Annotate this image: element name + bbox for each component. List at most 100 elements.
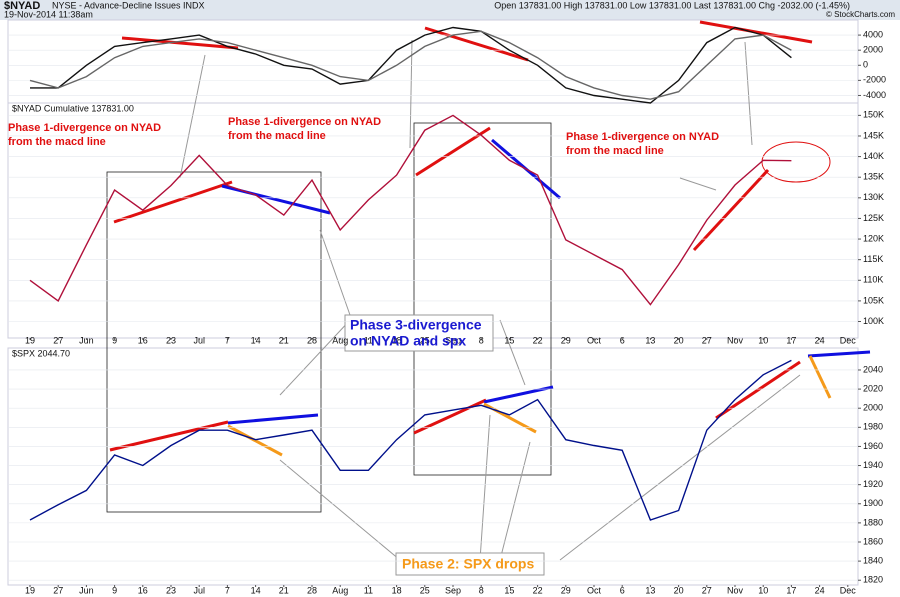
y-tick-label: 1880 bbox=[863, 517, 883, 527]
x-tick-label: 13 bbox=[645, 585, 655, 595]
x-tick-label: 13 bbox=[645, 335, 655, 345]
y-tick-label: 130K bbox=[863, 192, 884, 202]
x-tick-label: 25 bbox=[420, 585, 430, 595]
x-tick-label: Jul bbox=[193, 335, 205, 345]
x-tick-label: 19 bbox=[25, 335, 35, 345]
x-tick-label: Jun bbox=[79, 335, 94, 345]
x-tick-label: 24 bbox=[815, 335, 825, 345]
x-tick-label: 18 bbox=[392, 335, 402, 345]
x-tick-label: Nov bbox=[727, 335, 744, 345]
y-tick-label: 145K bbox=[863, 130, 884, 140]
y-tick-label: 2020 bbox=[863, 383, 883, 393]
annotation: from the macd line bbox=[8, 136, 106, 148]
y-tick-label: 1860 bbox=[863, 536, 883, 546]
y-tick-label: 105K bbox=[863, 295, 884, 305]
x-tick-label: 7 bbox=[225, 585, 230, 595]
x-tick-label: 21 bbox=[279, 335, 289, 345]
x-tick-label: 6 bbox=[620, 335, 625, 345]
x-tick-label: 20 bbox=[674, 335, 684, 345]
panel-label: $SPX 2044.70 bbox=[12, 348, 70, 358]
symbol: $NYAD bbox=[4, 0, 40, 12]
y-tick-label: 150K bbox=[863, 110, 884, 120]
annotation: from the macd line bbox=[566, 145, 664, 157]
y-tick-label: 2000 bbox=[863, 45, 883, 55]
y-tick-label: 1940 bbox=[863, 460, 883, 470]
annotation: from the macd line bbox=[228, 130, 326, 142]
callout-box bbox=[395, 552, 545, 576]
credit: © StockCharts.com bbox=[826, 10, 895, 19]
x-tick-label: 11 bbox=[364, 585, 373, 595]
panel-label: $NYAD Cumulative 137831.00 bbox=[12, 103, 134, 113]
x-tick-label: Aug bbox=[332, 335, 348, 345]
x-tick-label: 29 bbox=[561, 585, 571, 595]
x-tick-label: Sep bbox=[445, 335, 461, 345]
x-tick-label: Nov bbox=[727, 585, 744, 595]
annotation: Phase 1-divergence on NYAD bbox=[566, 131, 719, 143]
annotation: Phase 1-divergence on NYAD bbox=[8, 122, 161, 134]
x-tick-label: 29 bbox=[561, 335, 571, 345]
x-tick-label: 14 bbox=[251, 585, 261, 595]
callout-box bbox=[344, 314, 494, 352]
x-tick-label: Jul bbox=[193, 585, 205, 595]
y-tick-label: 1960 bbox=[863, 441, 883, 451]
y-tick-label: 115K bbox=[863, 254, 883, 264]
x-tick-label: Dec bbox=[840, 585, 857, 595]
x-tick-label: 15 bbox=[504, 585, 514, 595]
y-tick-label: 1980 bbox=[863, 422, 883, 432]
x-tick-label: 6 bbox=[620, 585, 625, 595]
annotation: Phase 2: SPX drops bbox=[402, 556, 534, 572]
x-tick-label: 27 bbox=[53, 335, 63, 345]
y-tick-label: 135K bbox=[863, 172, 884, 182]
quote: Open 137831.00 High 137831.00 Low 137831… bbox=[494, 0, 850, 10]
description: NYSE - Advance-Decline Issues INDX bbox=[52, 0, 205, 10]
annotation: Phase 3-divergence bbox=[350, 317, 482, 333]
x-tick-label: 15 bbox=[504, 335, 514, 345]
x-tick-label: 21 bbox=[279, 585, 289, 595]
y-tick-label: -2000 bbox=[863, 75, 886, 85]
series-line bbox=[29, 359, 792, 521]
series-line bbox=[30, 26, 792, 104]
x-tick-label: 28 bbox=[307, 335, 317, 345]
x-tick-label: 27 bbox=[702, 585, 712, 595]
timestamp: 19-Nov-2014 11:38am bbox=[4, 9, 93, 19]
x-tick-label: 9 bbox=[112, 585, 117, 595]
x-tick-label: 8 bbox=[479, 585, 484, 595]
y-tick-label: 2040 bbox=[863, 364, 883, 374]
x-tick-label: 27 bbox=[702, 335, 712, 345]
x-tick-label: 16 bbox=[138, 335, 148, 345]
x-tick-label: 25 bbox=[420, 335, 430, 345]
x-tick-label: 19 bbox=[25, 585, 35, 595]
x-tick-label: 22 bbox=[533, 335, 543, 345]
x-tick-label: Aug bbox=[332, 585, 348, 595]
y-tick-label: 1920 bbox=[863, 479, 883, 489]
y-tick-label: 1900 bbox=[863, 498, 883, 508]
y-tick-label: 4000 bbox=[863, 29, 883, 39]
y-tick-label: -4000 bbox=[863, 90, 886, 100]
x-tick-label: 9 bbox=[112, 335, 117, 345]
y-tick-label: 110K bbox=[863, 275, 883, 285]
y-tick-label: 125K bbox=[863, 213, 884, 223]
x-tick-label: Oct bbox=[587, 335, 602, 345]
annotation: on NYAD and spx bbox=[350, 333, 466, 349]
x-tick-label: 23 bbox=[166, 335, 176, 345]
y-tick-label: 120K bbox=[863, 233, 884, 243]
x-tick-label: 10 bbox=[758, 585, 768, 595]
annotation: Phase 1-divergence on NYAD bbox=[228, 116, 381, 128]
x-tick-label: Dec bbox=[840, 335, 857, 345]
x-tick-label: 14 bbox=[251, 335, 261, 345]
series-line bbox=[29, 114, 792, 306]
y-tick-label: 1820 bbox=[863, 575, 883, 585]
x-tick-label: Jun bbox=[79, 585, 94, 595]
x-tick-label: 17 bbox=[786, 335, 796, 345]
callout-lines bbox=[179, 39, 801, 561]
y-tick-label: 100K bbox=[863, 316, 884, 326]
x-tick-label: 7 bbox=[225, 335, 230, 345]
x-tick-label: 28 bbox=[307, 585, 317, 595]
x-tick-label: 17 bbox=[786, 585, 796, 595]
header-bar bbox=[0, 0, 900, 20]
x-tick-label: 22 bbox=[533, 585, 543, 595]
y-tick-label: 1840 bbox=[863, 555, 883, 565]
x-tick-label: 24 bbox=[815, 585, 825, 595]
y-tick-label: 2000 bbox=[863, 403, 883, 413]
